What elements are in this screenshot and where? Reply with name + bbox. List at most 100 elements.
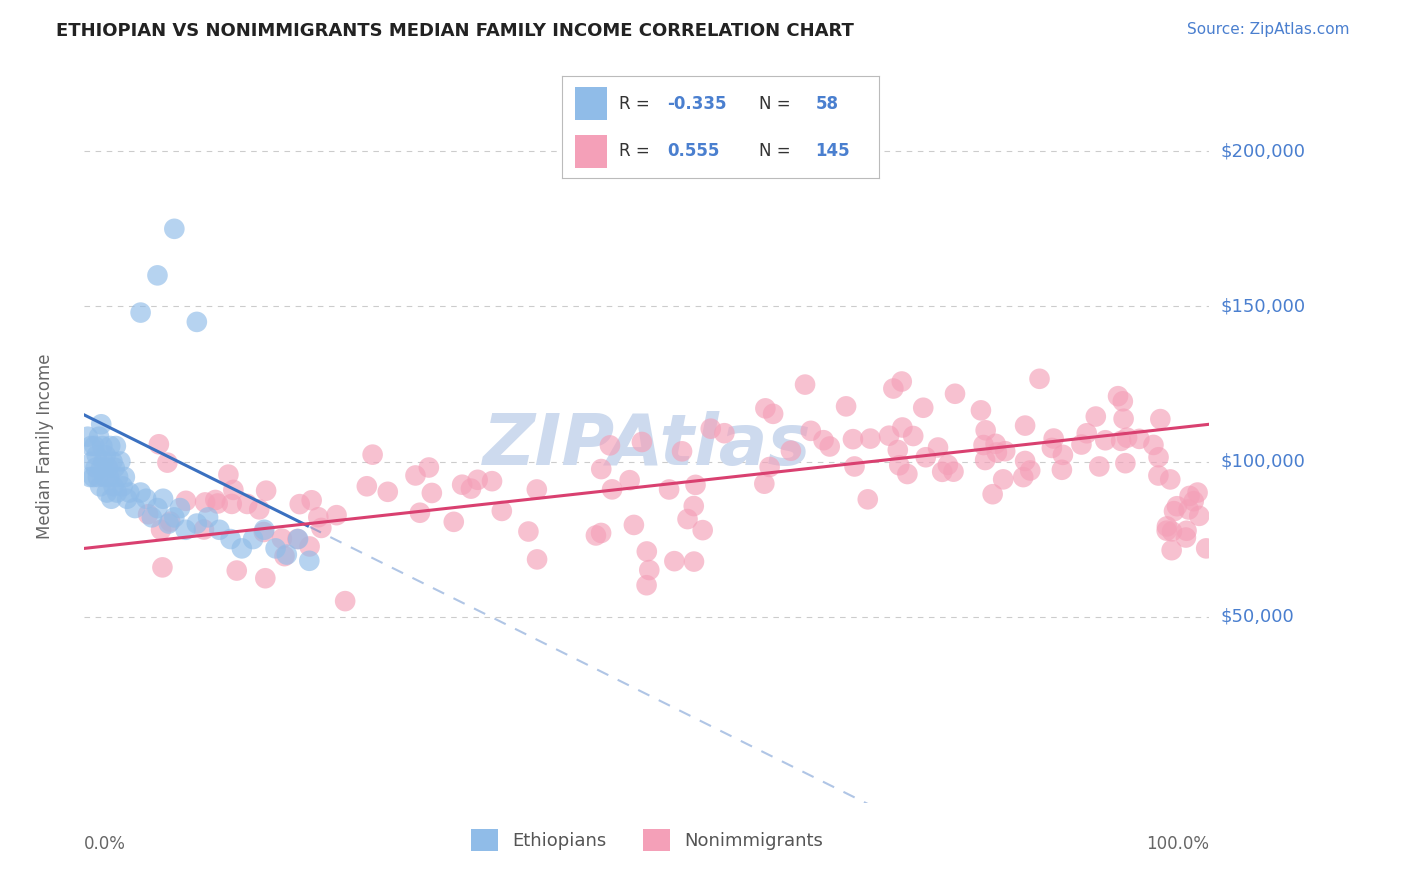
Point — [91, 439, 114, 453]
Point — [1112, 394, 1135, 409]
Point — [271, 532, 294, 546]
Point — [110, 454, 132, 468]
Point — [156, 456, 179, 470]
Point — [619, 473, 641, 487]
Point — [98, 470, 121, 484]
Point — [1163, 504, 1185, 518]
Point — [835, 400, 858, 414]
Text: 0.0%: 0.0% — [84, 835, 127, 853]
Point — [150, 523, 173, 537]
Point — [207, 496, 229, 510]
Point — [1052, 448, 1074, 462]
Point — [993, 472, 1015, 486]
Point — [683, 555, 706, 569]
Text: 100.0%: 100.0% — [1146, 835, 1209, 853]
Point — [664, 554, 686, 568]
Point — [1070, 437, 1092, 451]
Point — [1177, 502, 1199, 516]
Point — [1116, 431, 1139, 445]
Point — [1142, 438, 1164, 452]
Point — [377, 484, 399, 499]
Point — [152, 491, 174, 506]
Point — [90, 417, 112, 432]
Point — [80, 439, 103, 453]
Point — [163, 222, 186, 236]
Point — [242, 532, 264, 546]
Point — [135, 491, 157, 506]
Point — [682, 499, 704, 513]
Point — [1128, 432, 1150, 446]
Point — [517, 524, 540, 539]
Point — [942, 465, 965, 479]
Point — [927, 441, 949, 455]
Point — [623, 517, 645, 532]
Point — [1014, 418, 1036, 433]
Point — [443, 515, 465, 529]
Point — [356, 479, 378, 493]
Point — [1040, 441, 1063, 455]
Point — [111, 479, 134, 493]
Point — [700, 422, 723, 436]
Point — [1182, 494, 1205, 508]
Point — [1019, 463, 1042, 477]
Point — [890, 375, 912, 389]
Point — [273, 549, 295, 563]
Point — [1160, 543, 1182, 558]
Point — [1114, 456, 1136, 470]
Point — [813, 433, 835, 447]
Point — [253, 524, 276, 539]
Point — [896, 467, 918, 481]
Point — [129, 485, 152, 500]
Point — [1149, 412, 1171, 426]
Point — [76, 430, 98, 444]
Point — [1174, 531, 1197, 545]
Point — [1161, 524, 1184, 539]
Point — [288, 497, 311, 511]
Point — [844, 459, 866, 474]
Point — [591, 462, 613, 476]
Point — [758, 460, 780, 475]
Point — [526, 483, 548, 497]
Point — [599, 438, 621, 452]
Text: $200,000: $200,000 — [1220, 142, 1305, 161]
Point — [970, 403, 993, 417]
Point — [298, 554, 321, 568]
Point — [638, 563, 661, 577]
Point — [82, 454, 104, 468]
Point — [146, 501, 169, 516]
Point — [1109, 434, 1132, 448]
Text: R =: R = — [619, 95, 655, 112]
Point — [800, 424, 823, 438]
Text: $150,000: $150,000 — [1220, 297, 1305, 316]
Point — [115, 491, 138, 506]
Point — [1076, 426, 1098, 441]
Point — [780, 443, 803, 458]
Point — [600, 483, 623, 497]
Point — [100, 491, 122, 506]
Point — [301, 493, 323, 508]
Point — [152, 560, 174, 574]
Point — [1178, 489, 1201, 503]
Point — [526, 552, 548, 566]
Point — [460, 482, 482, 496]
Point — [208, 523, 231, 537]
Point — [222, 483, 245, 497]
Text: 145: 145 — [815, 142, 851, 160]
Point — [96, 485, 118, 500]
Point — [1175, 524, 1198, 538]
Text: R =: R = — [619, 142, 655, 160]
Point — [882, 382, 904, 396]
Point — [1156, 524, 1178, 538]
Point — [931, 465, 953, 479]
Point — [685, 478, 707, 492]
Point — [87, 430, 110, 444]
Point — [418, 460, 440, 475]
Text: Source: ZipAtlas.com: Source: ZipAtlas.com — [1187, 22, 1350, 37]
Point — [193, 523, 215, 537]
Point — [264, 541, 287, 556]
Point — [103, 479, 125, 493]
Point — [174, 523, 197, 537]
Point — [298, 540, 321, 554]
Point — [129, 305, 152, 319]
Point — [311, 521, 333, 535]
